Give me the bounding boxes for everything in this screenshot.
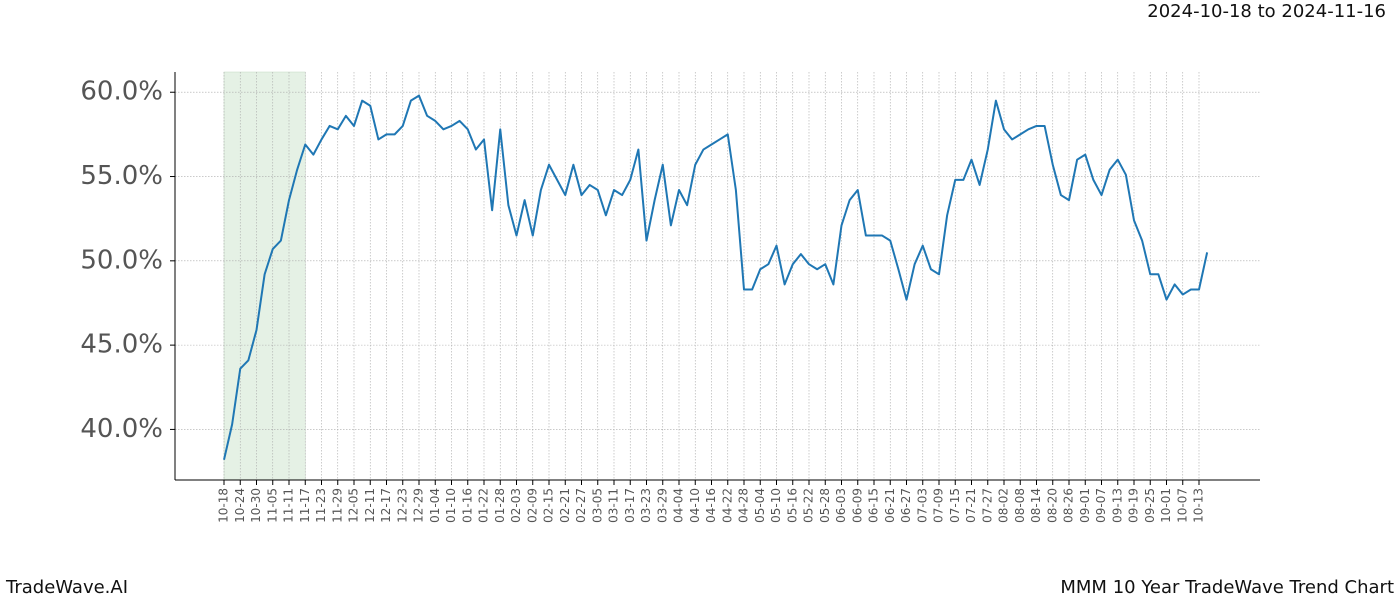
brand: TradeWave.AI xyxy=(5,577,128,598)
y-tick-label: 40.0% xyxy=(80,414,163,444)
y-tick-label: 50.0% xyxy=(80,245,163,275)
x-tick-label: 11-23 xyxy=(314,488,328,523)
x-tick-label: 06-09 xyxy=(850,488,864,523)
x-tick-label: 05-16 xyxy=(785,488,799,523)
x-tick-label: 04-28 xyxy=(737,488,751,523)
x-tick-label: 12-11 xyxy=(363,488,377,523)
x-tick-label: 06-27 xyxy=(899,488,913,523)
x-tick-label: 02-03 xyxy=(509,488,523,523)
x-tick-label: 09-25 xyxy=(1143,488,1157,523)
y-tick-label: 55.0% xyxy=(80,161,163,191)
x-tick-label: 10-01 xyxy=(1159,488,1173,523)
x-tick-label: 09-07 xyxy=(1094,488,1108,523)
date-range: 2024-10-18 to 2024-11-16 xyxy=(1147,1,1386,22)
x-tick-label: 03-11 xyxy=(607,488,621,523)
x-tick-label: 07-27 xyxy=(980,488,994,523)
x-tick-label: 04-10 xyxy=(688,488,702,523)
x-tick-label: 06-21 xyxy=(883,488,897,523)
x-tick-label: 07-03 xyxy=(915,488,929,523)
x-tick-label: 01-28 xyxy=(493,488,507,523)
y-tick-label: 45.0% xyxy=(80,330,163,360)
x-tick-label: 11-29 xyxy=(330,488,344,523)
x-tick-label: 05-04 xyxy=(753,488,767,523)
x-tick-label: 05-10 xyxy=(769,488,783,523)
x-tick-label: 06-15 xyxy=(867,488,881,523)
x-tick-label: 07-15 xyxy=(948,488,962,523)
x-tick-label: 01-22 xyxy=(477,488,491,523)
x-tick-label: 12-23 xyxy=(395,488,409,523)
x-tick-label: 08-02 xyxy=(997,488,1011,523)
x-tick-label: 07-21 xyxy=(964,488,978,523)
x-tick-label: 02-09 xyxy=(525,488,539,523)
x-tick-label: 10-24 xyxy=(233,488,247,523)
x-tick-label: 01-16 xyxy=(460,488,474,523)
x-tick-label: 11-05 xyxy=(265,488,279,523)
x-tick-label: 09-13 xyxy=(1110,488,1124,523)
x-tick-label: 04-04 xyxy=(672,488,686,523)
x-tick-label: 10-30 xyxy=(249,488,263,523)
x-tick-label: 08-26 xyxy=(1062,488,1076,523)
x-tick-label: 03-17 xyxy=(623,488,637,523)
x-tick-label: 04-16 xyxy=(704,488,718,523)
x-tick-label: 12-05 xyxy=(347,488,361,523)
x-tick-label: 04-22 xyxy=(720,488,734,523)
x-tick-label: 03-05 xyxy=(590,488,604,523)
x-tick-label: 01-10 xyxy=(444,488,458,523)
x-tick-label: 05-22 xyxy=(802,488,816,523)
x-tick-label: 08-14 xyxy=(1029,488,1043,523)
x-tick-label: 05-28 xyxy=(818,488,832,523)
chart-title: MMM 10 Year TradeWave Trend Chart xyxy=(1060,577,1394,598)
x-tick-label: 12-17 xyxy=(379,488,393,523)
x-tick-label: 02-21 xyxy=(558,488,572,523)
x-tick-label: 11-11 xyxy=(282,488,296,523)
x-tick-label: 10-18 xyxy=(217,488,231,523)
x-tick-label: 10-07 xyxy=(1175,488,1189,523)
x-tick-label: 10-13 xyxy=(1192,488,1206,523)
x-tick-label: 08-08 xyxy=(1013,488,1027,523)
x-tick-label: 03-23 xyxy=(639,488,653,523)
x-tick-label: 09-01 xyxy=(1078,488,1092,523)
x-tick-label: 03-29 xyxy=(655,488,669,523)
x-tick-label: 01-04 xyxy=(428,488,442,523)
x-tick-label: 02-27 xyxy=(574,488,588,523)
x-tick-label: 06-03 xyxy=(834,488,848,523)
y-tick-label: 60.0% xyxy=(80,77,163,107)
x-tick-label: 02-15 xyxy=(542,488,556,523)
x-tick-label: 12-29 xyxy=(412,488,426,523)
trend-line xyxy=(223,94,1209,460)
x-tick-label: 08-20 xyxy=(1045,488,1059,523)
x-tick-label: 11-17 xyxy=(298,488,312,523)
x-tick-label: 09-19 xyxy=(1127,488,1141,523)
x-tick-label: 07-09 xyxy=(932,488,946,523)
